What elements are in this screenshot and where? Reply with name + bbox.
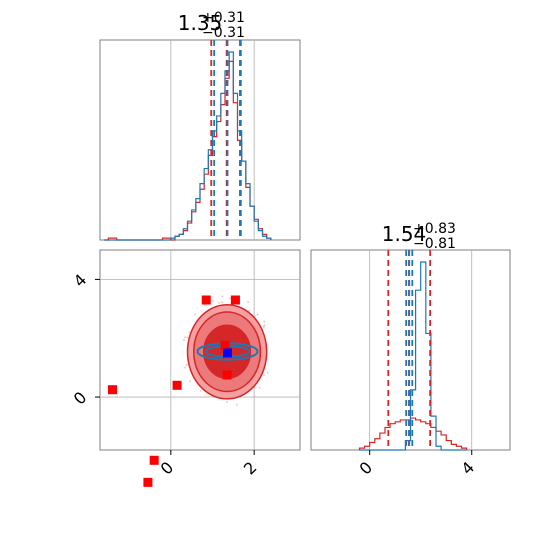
joint-red-marker-6 (149, 455, 159, 465)
joint-sample-point (217, 301, 220, 304)
joint-sample-point (253, 314, 256, 317)
joint-sample-point (253, 394, 256, 397)
joint-markers (108, 295, 240, 487)
joint-sample-point (235, 403, 238, 406)
joint-sample-point (248, 309, 251, 312)
joint-sample-point (263, 320, 266, 323)
joint-sample-point (262, 325, 265, 328)
joint-sample-point (184, 336, 187, 339)
joint-ytick-label-1: 4 (70, 270, 91, 291)
hist-param-2-title-value: 1.54 (382, 222, 427, 246)
hist-param-1-series-1 (104, 51, 272, 241)
hist-param-2-xtick-label-0: 0 (355, 458, 376, 479)
joint-red-marker-2 (220, 341, 230, 351)
hist-param-2-series-0 (358, 417, 468, 450)
hist-param-1-series (104, 51, 272, 241)
joint-sample-point (221, 301, 224, 304)
hist-param-2-title-plus: +0.83 (413, 221, 456, 237)
hist-param-2-series (358, 261, 468, 451)
joint-red-marker-3 (222, 370, 232, 380)
joint-sample-point (221, 295, 224, 298)
joint-sample-point (256, 313, 259, 316)
joint-xtick-label-1: 2 (240, 458, 261, 479)
hist-param-1-title: 1.35 (178, 11, 223, 35)
joint-red-marker-1 (230, 295, 240, 305)
hist-param-2-title: 1.54 (382, 222, 427, 246)
hist-param-2-quantile-lines (387, 250, 432, 450)
joint-blue-marker-0 (223, 348, 232, 358)
joint-sample-point (226, 401, 229, 404)
hist-param-1-title-plus: +0.31 (202, 10, 245, 26)
hist-param-2-grid (369, 250, 473, 450)
joint-ytick-label-0: 0 (70, 388, 91, 409)
joint-sample-point (183, 366, 186, 369)
joint-sample-point (199, 389, 202, 392)
hist-param-1-title-value: 1.35 (178, 11, 223, 35)
hist-param-2-xtick-label-1: 4 (458, 458, 479, 479)
joint-panel: 0 2 0 4 (70, 249, 301, 487)
hist-param-1-frame (99, 39, 301, 241)
hist-param-2-title-minus: −0.81 (413, 236, 456, 252)
joint-red-marker-0 (201, 295, 211, 305)
hist-param-1-quantile-lines (210, 40, 242, 240)
hist-param-1-title-minus: −0.31 (202, 25, 245, 41)
joint-sample-point (182, 339, 185, 342)
hist-param-2-series-1 (359, 261, 467, 451)
joint-sample-point (262, 374, 265, 377)
joint-sample-point (211, 299, 214, 302)
joint-sample-point (194, 313, 197, 316)
joint-red-marker-5 (172, 380, 182, 390)
hist-param-1-panel: 1.35 +0.31 −0.31 (99, 10, 301, 241)
joint-sample-point (229, 297, 232, 300)
joint-sample-point (204, 395, 207, 398)
joint-sample-point (186, 336, 189, 339)
joint-sample-point (247, 301, 250, 304)
joint-sample-point (185, 364, 188, 367)
joint-sample-point (258, 386, 261, 389)
joint-sample-point (266, 371, 269, 374)
joint-xtick-label-0: 0 (157, 458, 178, 479)
joint-red-marker-4 (108, 385, 117, 395)
joint-sample-point (189, 380, 192, 383)
joint-red-marker-7 (143, 477, 153, 487)
joint-grid (100, 250, 300, 450)
